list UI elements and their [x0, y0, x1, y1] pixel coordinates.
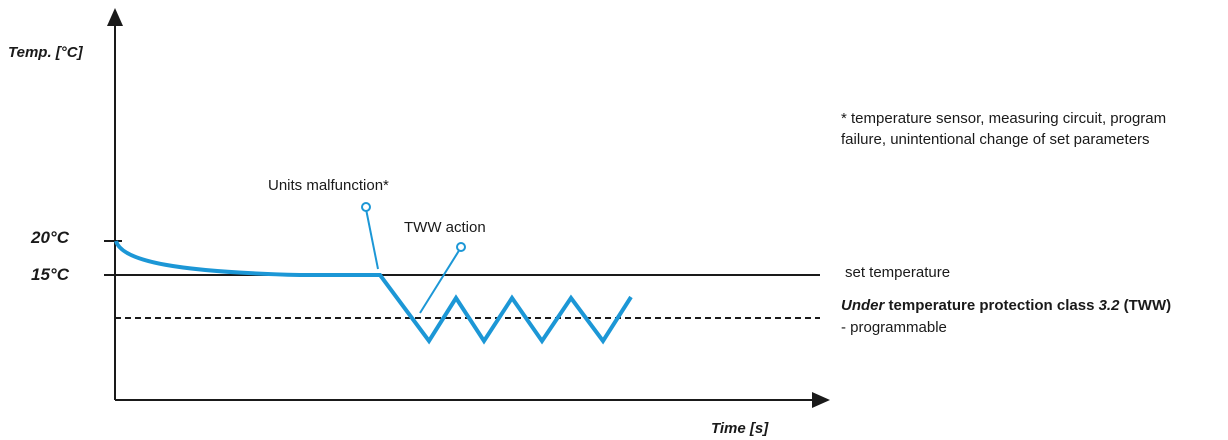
- y-axis-title: Temp. [°C]: [8, 44, 83, 61]
- class-value: 3.2: [1098, 297, 1120, 314]
- x-axis-title: Time [s]: [711, 420, 769, 437]
- x-axis-arrow: [812, 392, 830, 408]
- tww-action-label: TWW action: [404, 219, 486, 236]
- y-tick-label-20c: 20°C: [31, 228, 69, 247]
- y-axis-arrow: [107, 8, 123, 26]
- temperature-curve: [114, 240, 633, 345]
- malfunction-pointer: [365, 208, 379, 270]
- tww-action-pointer-dot: [456, 242, 466, 252]
- class-abbr: (TWW): [1123, 297, 1172, 314]
- malfunction-label: Units malfunction*: [268, 177, 389, 194]
- programmable-label: - programmable: [841, 319, 947, 336]
- malfunction-pointer-dot: [361, 202, 371, 212]
- set-temperature-label: set temperature: [845, 264, 951, 281]
- under-temperature-protection-label: Under temperature protection class 3.2 (…: [841, 297, 1171, 315]
- tww-action-pointer: [419, 248, 461, 314]
- y-tick-label-15c: 15°C: [31, 265, 69, 284]
- protection-text: temperature protection class: [888, 297, 1095, 314]
- under-word: Under: [841, 297, 885, 314]
- malfunction-footnote: * temperature sensor, measuring circuit,…: [841, 110, 1167, 148]
